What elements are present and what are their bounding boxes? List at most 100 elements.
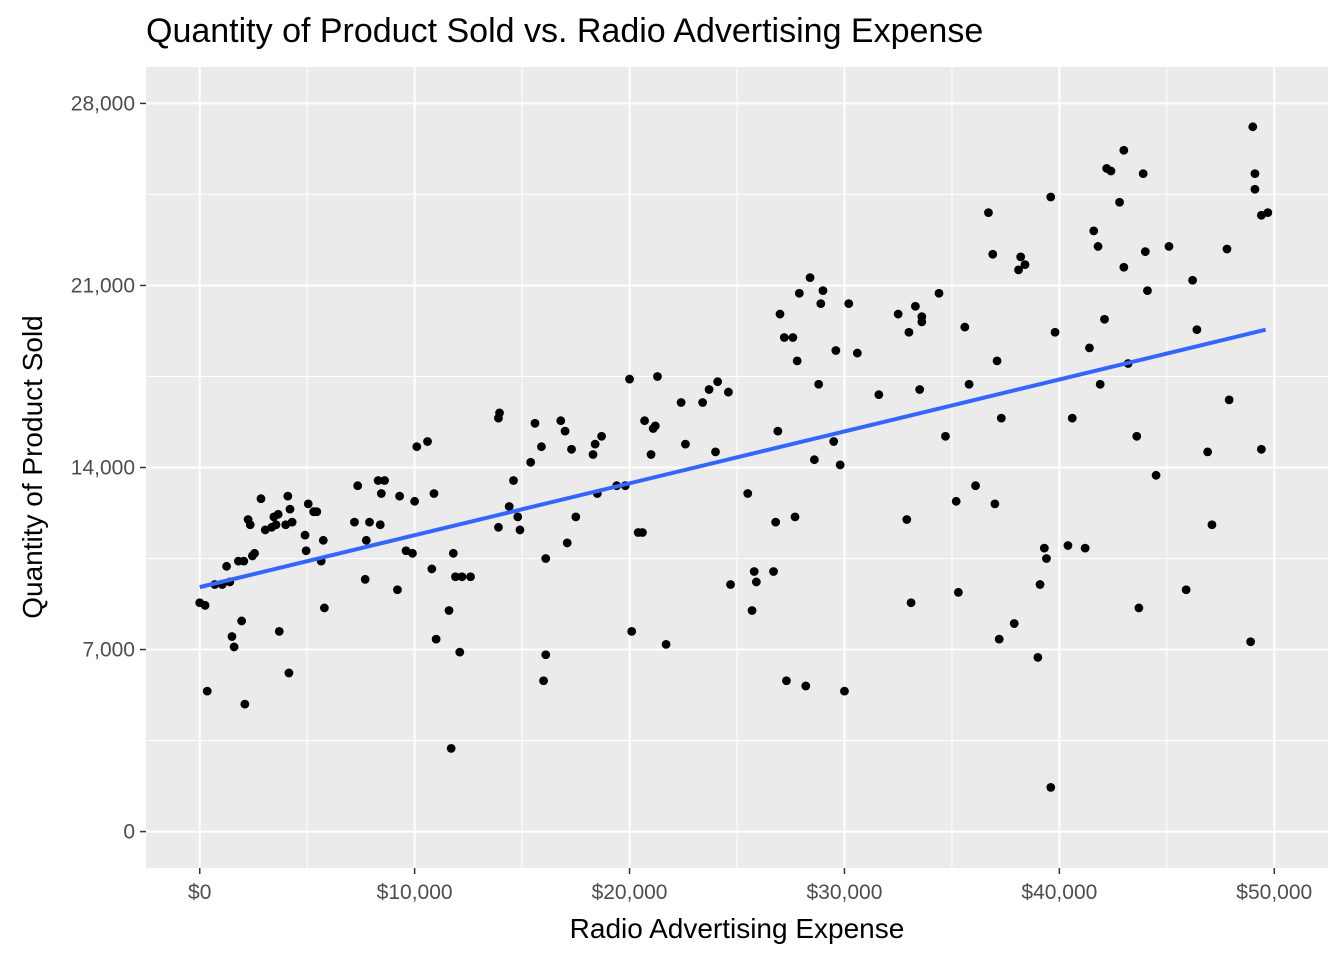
data-point bbox=[412, 442, 422, 452]
data-point bbox=[831, 346, 841, 355]
data-point bbox=[816, 299, 826, 309]
data-point bbox=[661, 639, 671, 649]
data-point bbox=[704, 385, 714, 394]
data-point bbox=[638, 528, 647, 537]
data-point bbox=[1222, 244, 1232, 254]
data-point bbox=[455, 647, 465, 657]
data-point bbox=[1263, 208, 1273, 218]
data-point bbox=[448, 548, 458, 558]
data-point bbox=[1050, 327, 1060, 337]
data-point bbox=[1164, 242, 1174, 251]
data-point bbox=[408, 548, 417, 558]
data-point bbox=[934, 288, 944, 298]
data-point bbox=[751, 577, 761, 587]
data-point bbox=[273, 509, 283, 519]
data-point bbox=[805, 273, 815, 283]
data-point bbox=[1256, 444, 1266, 454]
data-point bbox=[790, 512, 800, 522]
data-point bbox=[1134, 603, 1144, 613]
data-point bbox=[1009, 619, 1019, 628]
data-point bbox=[427, 564, 437, 574]
y-tick-label: 28,000 bbox=[71, 92, 135, 115]
chart-title: Quantity of Product Sold vs. Radio Adver… bbox=[146, 12, 983, 50]
data-point bbox=[1224, 395, 1234, 405]
data-point bbox=[835, 460, 845, 470]
data-point bbox=[410, 496, 420, 506]
data-point bbox=[1203, 447, 1213, 457]
data-point bbox=[202, 686, 212, 696]
data-point bbox=[567, 444, 576, 454]
data-point bbox=[893, 309, 903, 319]
data-point bbox=[775, 309, 785, 319]
data-point bbox=[917, 317, 927, 327]
data-point bbox=[1042, 554, 1051, 563]
data-point bbox=[902, 515, 912, 524]
data-point bbox=[300, 530, 310, 540]
data-point bbox=[526, 457, 536, 467]
data-point bbox=[513, 512, 523, 522]
data-point bbox=[373, 476, 383, 485]
data-point bbox=[466, 572, 475, 582]
data-point bbox=[749, 567, 759, 576]
data-point bbox=[239, 556, 249, 566]
data-point bbox=[200, 600, 210, 610]
data-point bbox=[874, 390, 884, 400]
data-point bbox=[646, 450, 656, 459]
data-point bbox=[1188, 275, 1198, 285]
data-point bbox=[992, 356, 1002, 366]
y-tick-label: 14,000 bbox=[71, 457, 135, 480]
data-point bbox=[250, 548, 259, 558]
data-point bbox=[650, 421, 660, 431]
data-point bbox=[844, 299, 854, 309]
data-point bbox=[1115, 197, 1124, 207]
data-point bbox=[1080, 543, 1090, 553]
x-tick-label: $10,000 bbox=[377, 881, 453, 904]
data-point bbox=[1100, 314, 1109, 324]
data-point bbox=[951, 496, 961, 506]
data-point bbox=[994, 634, 1004, 644]
data-point bbox=[1140, 247, 1150, 257]
data-point bbox=[1089, 226, 1099, 236]
data-point bbox=[724, 387, 733, 397]
data-point bbox=[541, 554, 551, 563]
data-point bbox=[537, 442, 546, 452]
data-point bbox=[1246, 637, 1256, 647]
data-point bbox=[1035, 580, 1045, 589]
data-point bbox=[1151, 470, 1161, 480]
data-point bbox=[319, 603, 329, 613]
data-point bbox=[910, 301, 920, 311]
data-point bbox=[743, 489, 753, 498]
data-point bbox=[365, 517, 374, 527]
data-point bbox=[726, 580, 735, 589]
data-point bbox=[1020, 260, 1030, 270]
data-point bbox=[1046, 782, 1056, 792]
data-point bbox=[1033, 652, 1043, 662]
data-point bbox=[1085, 343, 1094, 353]
data-point bbox=[350, 517, 359, 527]
x-tick-label: $0 bbox=[188, 881, 211, 904]
y-axis-ticks: 0 7,000 14,000 21,000 28,000 bbox=[71, 92, 146, 844]
data-point bbox=[904, 327, 914, 337]
x-tick-label: $40,000 bbox=[1021, 881, 1097, 904]
trend-line bbox=[199, 327, 1267, 590]
data-point bbox=[1067, 413, 1077, 423]
data-point bbox=[375, 520, 385, 530]
grid-major bbox=[146, 67, 1328, 868]
data-point bbox=[1093, 242, 1103, 251]
data-point bbox=[915, 385, 925, 394]
data-point bbox=[747, 606, 757, 615]
data-point bbox=[318, 535, 328, 545]
data-point bbox=[1119, 145, 1129, 155]
data-point bbox=[237, 616, 247, 626]
data-point bbox=[1192, 325, 1202, 335]
data-point bbox=[984, 208, 993, 218]
data-point bbox=[451, 572, 460, 582]
data-point bbox=[284, 668, 294, 678]
data-point bbox=[541, 650, 551, 660]
data-point bbox=[771, 517, 781, 527]
data-point bbox=[495, 408, 504, 418]
data-point bbox=[494, 522, 503, 532]
data-point bbox=[1250, 184, 1260, 194]
data-point bbox=[312, 507, 322, 517]
